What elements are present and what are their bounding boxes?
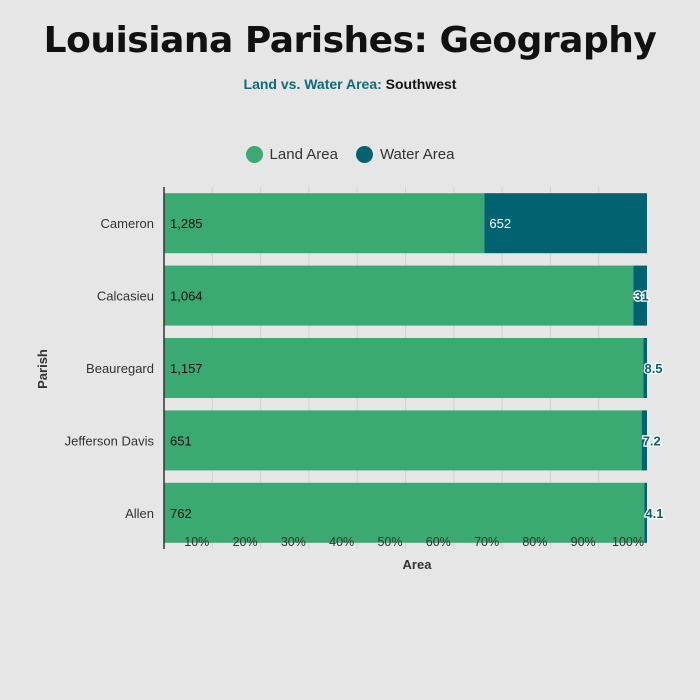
data-label-water: 8.5 — [644, 361, 662, 376]
category-label: Calcasieu — [97, 289, 154, 304]
x-axis-title: Area — [403, 557, 433, 572]
x-tick-label: 100% — [612, 535, 644, 549]
subtitle-region: Southwest — [385, 76, 457, 92]
x-tick-label: 60% — [426, 535, 451, 549]
chart-title: Louisiana Parishes: Geography — [43, 20, 657, 61]
legend-label-water: Water Area — [379, 146, 455, 163]
x-tick-label: 80% — [522, 535, 547, 549]
data-label-water: 31 — [634, 289, 648, 304]
category-label: Allen — [125, 506, 154, 521]
bar-water — [643, 338, 647, 398]
x-tick-label: 40% — [329, 535, 354, 549]
legend-swatch-land — [245, 146, 263, 163]
x-tick-label: 50% — [377, 535, 402, 549]
bar-water — [644, 482, 647, 543]
subtitle-prefix: Land vs. Water Area: — [243, 76, 382, 92]
data-label-land: 1,157 — [170, 361, 203, 376]
data-label-land: 762 — [170, 506, 192, 521]
category-label: Jefferson Davis — [65, 433, 155, 448]
data-label-land: 1,064 — [170, 289, 203, 304]
data-label-land: 651 — [170, 433, 192, 448]
legend-item-land[interactable]: Land Area — [245, 146, 338, 163]
chart-legend: Land Area Water Area — [0, 146, 700, 163]
data-label-water: 4.1 — [645, 506, 663, 521]
data-label-land: 1,285 — [170, 216, 203, 231]
x-tick-label: 20% — [233, 535, 258, 549]
bar-land — [164, 338, 644, 398]
bar-land — [164, 410, 642, 471]
legend-item-water[interactable]: Water Area — [355, 146, 455, 163]
bar-land — [164, 482, 645, 543]
data-label-water: 652 — [489, 216, 511, 231]
chart-subtitle: Land vs. Water Area: Southwest — [0, 76, 700, 92]
legend-swatch-water — [355, 146, 373, 163]
bar-water — [484, 193, 647, 254]
x-tick-label: 30% — [281, 535, 306, 549]
y-axis-title: Parish — [35, 349, 50, 389]
data-label-water: 7.2 — [643, 433, 661, 448]
x-tick-label: 70% — [474, 535, 499, 549]
bar-land — [164, 265, 634, 326]
category-label: Beauregard — [86, 361, 154, 376]
legend-label-land: Land Area — [269, 146, 338, 163]
x-tick-label: 90% — [571, 535, 596, 549]
bar-land — [164, 193, 485, 254]
category-label: Cameron — [101, 216, 154, 231]
x-tick-label: 10% — [184, 535, 209, 549]
bar-water — [641, 410, 647, 471]
bar-water — [633, 265, 647, 326]
